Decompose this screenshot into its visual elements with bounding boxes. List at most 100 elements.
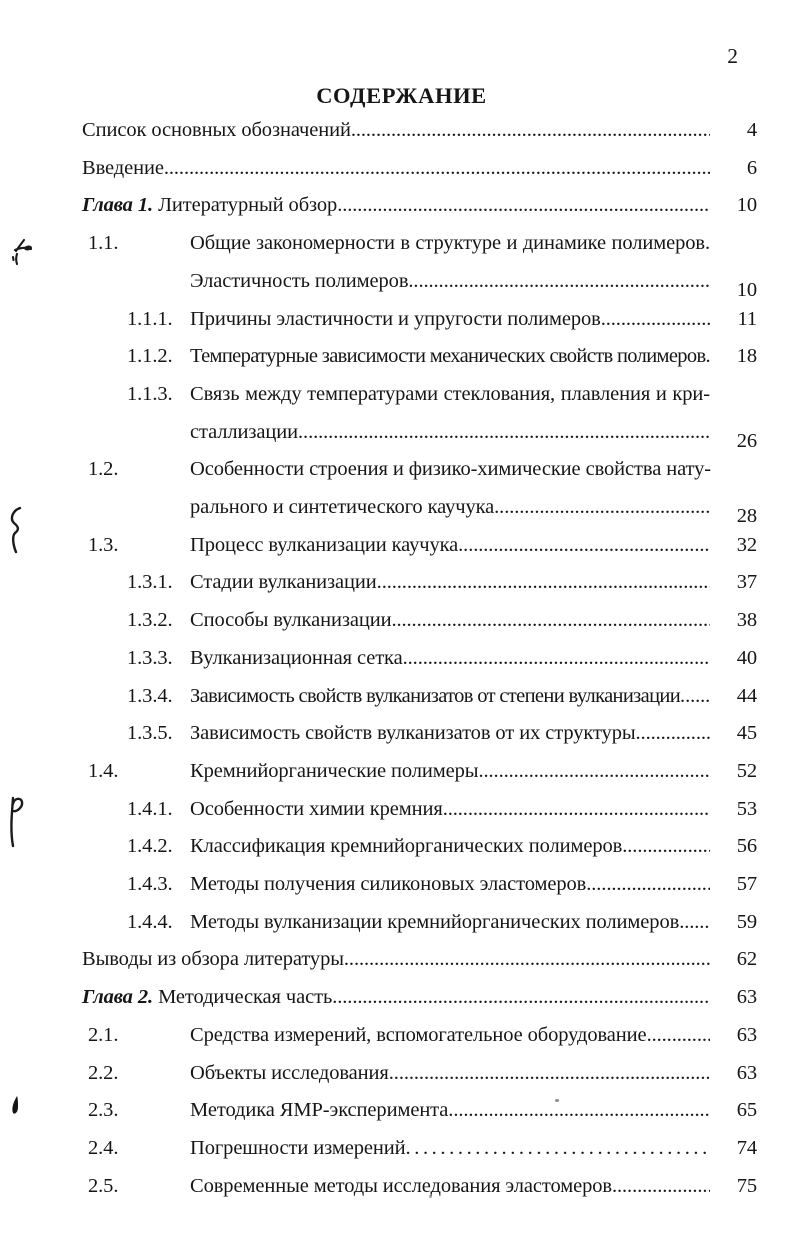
handwritten-margin-mark <box>10 796 24 848</box>
toc-entry-body: Введение................................… <box>82 150 710 188</box>
toc-page-number: 38 <box>736 609 757 632</box>
toc-dot-leader: ........................................… <box>680 684 710 707</box>
toc-entry: 1.3.5. Зависимость свойств вулканизатов о… <box>82 715 757 753</box>
toc-page-number: 45 <box>736 722 757 745</box>
toc-entry: 1.2. Особенности строения и физико-химиче… <box>82 451 757 527</box>
toc-entry-text: Общие закономерности в структуре и динам… <box>190 232 710 255</box>
toc-dot-leader: ........................................… <box>391 609 710 632</box>
scan-speck <box>429 1195 432 1198</box>
toc-entry-text: Способы вулканизации <box>190 609 392 632</box>
toc-entry: 1.3. Процесс вулканизации каучука........… <box>82 527 757 565</box>
toc-page-number: 63 <box>736 986 757 1009</box>
toc-dot-leader: ........................................… <box>679 910 710 933</box>
toc-entry-number: 1.3.2. <box>127 609 173 632</box>
toc-entry-body: Общие закономерности в структуре и динам… <box>190 225 710 300</box>
toc-entry: 1.3.4. Зависимость свойств вулканизатов о… <box>82 678 757 716</box>
toc-page-number: 40 <box>736 646 757 669</box>
toc-dot-leader: ........................................… <box>408 269 710 292</box>
toc-entry-body: Методы вулканизации кремнийорганических … <box>190 904 710 942</box>
toc-entry-text: Кремнийорганические полимеры <box>190 759 479 782</box>
toc-entry: 1.4.3. Методы получения силиконовых эласт… <box>82 866 757 904</box>
toc-entry-text: Методика ЯМР-эксперимента <box>190 1099 449 1122</box>
toc-dot-leader: ........................................… <box>337 194 710 217</box>
toc-entry-number: 1.3.4. <box>127 684 173 707</box>
toc-entry-body: Погрешности измерений...................… <box>190 1130 710 1168</box>
toc-entry-number: 2.5. <box>88 1174 119 1197</box>
toc-chapter-prefix: Глава 2. <box>82 986 154 1009</box>
toc-entry-text: Выводы из обзора литературы <box>82 948 344 971</box>
toc-page-number: 56 <box>736 835 757 858</box>
toc-entry-number: 1.1.1. <box>127 307 173 330</box>
toc-entry-body: Список основных обозначений.............… <box>82 112 710 150</box>
toc-entry-text: сталлизации <box>190 420 299 443</box>
toc-dot-leader: ........................................… <box>494 496 710 519</box>
toc-entry-body: Связь между температурами стеклования, п… <box>190 376 710 451</box>
toc-entry-text: Современные методы исследования эластоме… <box>190 1174 612 1197</box>
toc-dot-leader: ........................................… <box>646 1023 710 1046</box>
toc-entry-text: Объекты исследования <box>190 1061 389 1084</box>
toc-dot-leader: ........................................… <box>635 722 710 745</box>
toc-dot-leader: ........................................… <box>376 571 710 594</box>
toc-entry-text: Причины эластичности и упругости полимер… <box>190 307 601 330</box>
toc-entry-number: 2.4. <box>88 1136 119 1159</box>
toc-entry-number: 1.4.1. <box>127 797 173 820</box>
toc-page-number: 52 <box>736 759 757 782</box>
toc-entry-number: 1.3.5. <box>127 722 173 745</box>
toc-entry: Введение................................… <box>82 150 757 188</box>
toc-page-number: 10 <box>736 194 757 217</box>
toc-page-number: 32 <box>736 533 757 556</box>
toc-entry: 2.2. Объекты исследования................… <box>82 1055 757 1093</box>
toc-entry-text: Методы получения силиконовых эластомеров <box>190 873 587 896</box>
toc-entry-text: Методы вулканизации кремнийорганических … <box>190 910 680 933</box>
toc-entry-text: Литературный обзор <box>158 194 338 217</box>
toc-entry: 1.3.1. Стадии вулканизации...............… <box>82 564 757 602</box>
handwritten-margin-mark <box>11 238 33 266</box>
toc-page-number: 26 <box>736 429 757 452</box>
toc-entry-text: Вулканизационная сетка <box>190 646 403 669</box>
toc-entry: 1.1. Общие закономерности в структуре и д… <box>82 225 757 301</box>
toc-entry: Список основных обозначений.............… <box>82 112 757 150</box>
toc-entry-body: Особенности строения и физико-химические… <box>190 451 712 526</box>
toc-dot-leader: ........................................… <box>622 835 710 858</box>
toc-entry-body: Особенности химии кремния...............… <box>190 791 710 829</box>
toc-entry: 1.4.1. Особенности химии кремния.........… <box>82 791 757 829</box>
toc-entry-text: Особенности химии кремния <box>190 797 443 820</box>
toc-entry: 2.1. Средства измерений, вспомогательное … <box>82 1017 757 1055</box>
toc-page-number: 65 <box>736 1099 757 1122</box>
toc-entry: 1.1.1. Причины эластичности и упругости п… <box>82 301 757 339</box>
toc-entry-body: Глава 2. Методическая часть.............… <box>82 979 710 1017</box>
toc-entry-text: Процесс вулканизации каучука <box>190 533 459 556</box>
toc-entry: Глава 2. Методическая часть.............… <box>82 979 757 1017</box>
table-of-contents: Список основных обозначений.............… <box>82 112 757 1205</box>
toc-page-number: 44 <box>736 684 757 707</box>
toc-page-number: 11 <box>737 307 757 330</box>
toc-entry-text: Средства измерений, вспомогательное обор… <box>190 1023 647 1046</box>
toc-entry-number: 1.3. <box>88 533 119 556</box>
toc-entry-number: 2.1. <box>88 1023 119 1046</box>
toc-dot-leader: ........................................… <box>706 338 710 376</box>
toc-dot-leader: ........................................… <box>405 1136 711 1159</box>
page-number: 2 <box>727 44 738 68</box>
toc-entry-number: 1.1. <box>88 232 119 255</box>
toc-page-number: 18 <box>736 345 757 368</box>
toc-page-number: 6 <box>746 156 757 179</box>
toc-entry-body: Температурные зависимости механических с… <box>190 338 710 376</box>
toc-dot-leader: ........................................… <box>350 119 710 141</box>
toc-entry-body: Зависимость свойств вулканизатов от их с… <box>190 715 710 753</box>
toc-page-number: 63 <box>736 1023 757 1046</box>
toc-entry: 2.3. Методика ЯМР-эксперимента...........… <box>82 1092 757 1130</box>
toc-entry: 1.3.3. Вулканизационная сетка............… <box>82 640 757 678</box>
toc-entry-body: Кремнийорганические полимеры............… <box>190 753 710 791</box>
toc-entry-body: Стадии вулканизации.....................… <box>190 564 710 602</box>
toc-entry-body: Выводы из обзора литературы.............… <box>82 941 710 979</box>
toc-entry: 1.4. Кремнийорганические полимеры........… <box>82 753 757 791</box>
toc-entry: 2.5. Современные методы исследования элас… <box>82 1168 757 1206</box>
toc-entry-number: 1.1.2. <box>127 345 173 368</box>
toc-dot-leader: ........................................… <box>442 797 710 820</box>
toc-entry-text: Эластичность полимеров <box>190 269 409 292</box>
toc-entry-text: Особенности строения и физико-химические… <box>190 458 712 481</box>
scan-speck <box>555 1099 559 1102</box>
toc-entry-number: 1.2. <box>88 458 119 481</box>
toc-dot-leader: ........................................… <box>402 646 710 669</box>
